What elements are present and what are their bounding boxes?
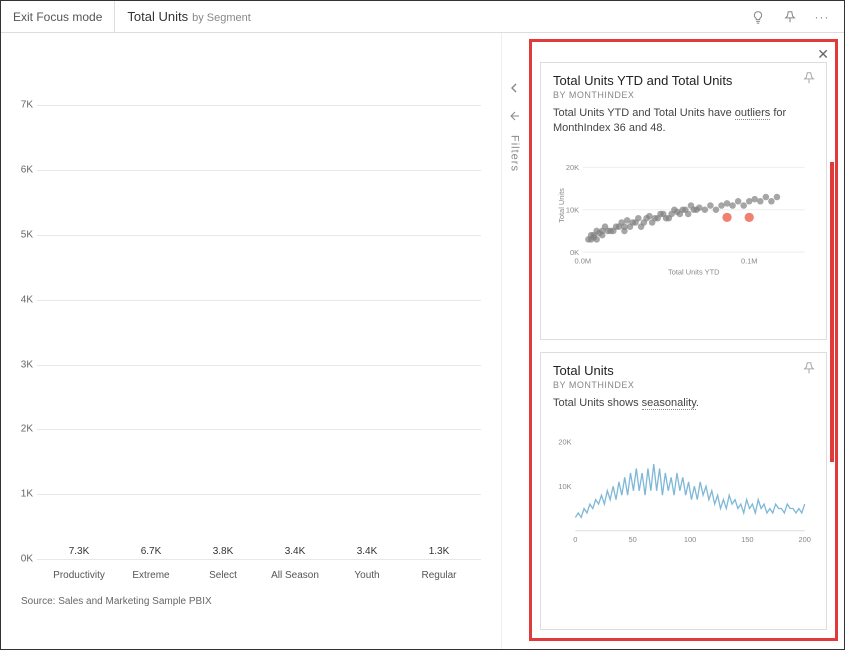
svg-text:20K: 20K — [558, 438, 571, 447]
insight-card-2: Total Units BY MONTHINDEX Total Units sh… — [540, 352, 827, 630]
filters-rail: Filters — [501, 33, 527, 649]
desc-text: . — [696, 397, 699, 409]
more-icon[interactable]: ··· — [814, 9, 830, 25]
line-chart: 10K 20K 0 50 100 150 200 — [553, 419, 814, 554]
svg-text:0: 0 — [573, 535, 577, 544]
svg-text:100: 100 — [684, 535, 696, 544]
scrollbar[interactable] — [830, 162, 834, 462]
scatter-chart: 0K10K20K0.0M0.1MTotal Units YTDTotal Uni… — [553, 145, 814, 280]
desc-text: Total Units YTD and Total Units have — [553, 107, 735, 119]
visual-title: Total Units by Segment — [115, 9, 262, 24]
svg-text:10K: 10K — [566, 205, 579, 214]
desc-highlight: seasonality — [642, 397, 696, 410]
svg-text:10K: 10K — [558, 482, 571, 491]
y-axis: 0K1K2K3K4K5K6K7K — [7, 73, 37, 559]
card-description: Total Units shows seasonality. — [553, 396, 814, 411]
svg-text:0.0M: 0.0M — [575, 256, 592, 265]
bar-chart: 0K1K2K3K4K5K6K7K 7.3K6.7K3.8K3.4K3.4K1.3… — [1, 33, 501, 649]
desc-highlight: outliers — [735, 107, 770, 120]
close-icon[interactable]: ✕ — [817, 46, 829, 63]
plot-area: 7.3K6.7K3.8K3.4K3.4K1.3K — [37, 73, 481, 559]
pin-icon[interactable] — [802, 361, 816, 380]
insight-card-1: Total Units YTD and Total Units BY MONTH… — [540, 62, 827, 340]
toolbar: Exit Focus mode Total Units by Segment ·… — [1, 1, 844, 33]
pin-icon[interactable] — [782, 9, 798, 25]
source-text: Source: Sales and Marketing Sample PBIX — [21, 596, 212, 607]
filters-expand-icon[interactable] — [509, 110, 521, 125]
x-axis: ProductivityExtremeSelectAll SeasonYouth… — [37, 570, 481, 581]
svg-text:0.1M: 0.1M — [741, 256, 758, 265]
desc-text: Total Units shows — [553, 397, 642, 409]
card-description: Total Units YTD and Total Units have out… — [553, 106, 814, 137]
toolbar-actions: ··· — [750, 9, 844, 25]
exit-focus-button[interactable]: Exit Focus mode — [1, 1, 115, 32]
lightbulb-icon[interactable] — [750, 9, 766, 25]
svg-text:50: 50 — [629, 535, 637, 544]
card-title: Total Units YTD and Total Units — [553, 73, 814, 88]
title-main: Total Units — [127, 9, 188, 24]
svg-text:Total Units: Total Units — [557, 188, 566, 223]
svg-text:Total Units YTD: Total Units YTD — [668, 267, 720, 276]
insights-panel: ✕ Total Units YTD and Total Units BY MON… — [529, 39, 838, 641]
card-subtitle: BY MONTHINDEX — [553, 90, 814, 100]
svg-text:200: 200 — [798, 535, 810, 544]
main-area: 0K1K2K3K4K5K6K7K 7.3K6.7K3.8K3.4K3.4K1.3… — [1, 33, 844, 649]
pin-icon[interactable] — [802, 71, 816, 90]
svg-text:150: 150 — [741, 535, 753, 544]
bars-container: 7.3K6.7K3.8K3.4K3.4K1.3K — [37, 73, 481, 559]
chevron-left-icon[interactable] — [510, 83, 520, 96]
filters-label[interactable]: Filters — [509, 135, 521, 172]
card-subtitle: BY MONTHINDEX — [553, 380, 814, 390]
title-sub: by Segment — [192, 12, 251, 24]
svg-text:20K: 20K — [566, 163, 579, 172]
card-title: Total Units — [553, 363, 814, 378]
